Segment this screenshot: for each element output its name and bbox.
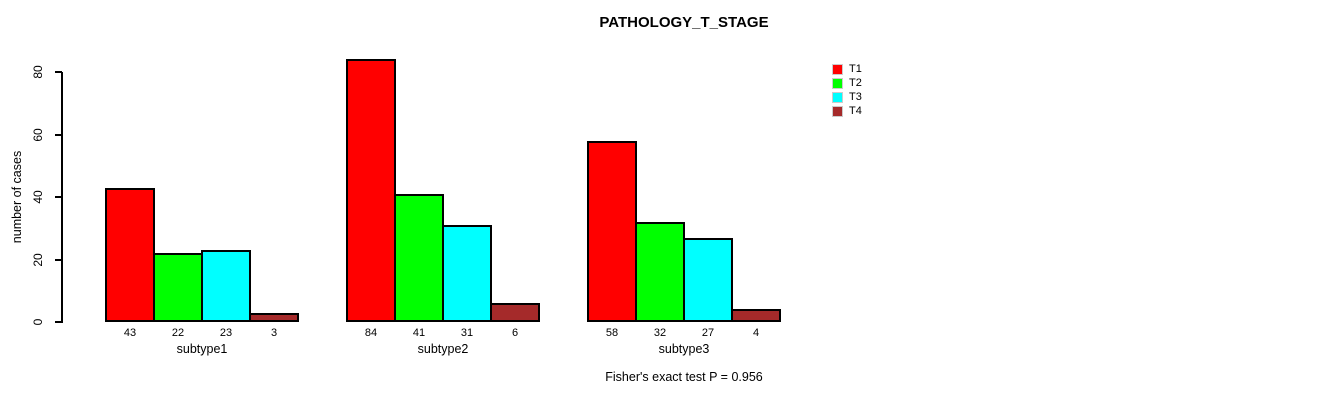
bar-value-label: 41 — [412, 327, 426, 339]
y-tick-mark — [55, 71, 62, 73]
bar-t2-subtype1 — [153, 253, 203, 322]
y-axis-label: number of cases — [10, 150, 24, 244]
legend-item-t4: T4 — [832, 106, 862, 117]
y-tick-label: 80 — [31, 65, 45, 79]
bar-t4-subtype3 — [731, 309, 781, 322]
bar-t4-subtype2 — [490, 303, 540, 322]
y-tick-mark — [55, 133, 62, 136]
legend-label: T1 — [849, 63, 862, 75]
y-tick-mark — [55, 321, 62, 323]
legend-swatch-t4 — [832, 106, 843, 117]
legend-item-t2: T2 — [832, 78, 862, 89]
bar-value-label: 31 — [460, 327, 474, 339]
bar-value-label: 84 — [364, 327, 378, 339]
bar-value-label: 4 — [752, 327, 760, 339]
category-label-subtype3: subtype3 — [658, 342, 710, 356]
y-tick-mark — [55, 258, 62, 261]
stat-test-annotation: Fisher's exact test P = 0.956 — [605, 370, 763, 384]
bar-value-label: 3 — [270, 327, 278, 339]
category-label-subtype1: subtype1 — [176, 342, 228, 356]
bar-t3-subtype2 — [442, 225, 492, 322]
y-tick-label: 60 — [31, 127, 45, 142]
legend-item-t3: T3 — [832, 92, 862, 103]
legend-swatch-t3 — [832, 92, 843, 103]
legend-label: T3 — [849, 91, 862, 103]
y-tick-mark — [55, 196, 62, 198]
legend-label: T2 — [849, 77, 862, 89]
bar-t4-subtype1 — [249, 313, 299, 322]
bar-value-label: 43 — [123, 327, 137, 339]
bar-t2-subtype2 — [394, 194, 444, 322]
bar-value-label: 32 — [653, 327, 667, 339]
bar-value-label: 27 — [701, 327, 715, 339]
bar-value-label: 6 — [511, 327, 519, 339]
bar-t2-subtype3 — [635, 222, 685, 322]
bar-t1-subtype2 — [346, 59, 396, 322]
category-label-subtype2: subtype2 — [417, 342, 469, 356]
y-axis-line — [61, 72, 63, 323]
bar-value-label: 22 — [171, 327, 185, 339]
y-tick-label: 0 — [31, 318, 45, 326]
bar-t3-subtype3 — [683, 238, 733, 322]
legend-swatch-t2 — [832, 78, 843, 89]
legend-item-t1: T1 — [832, 64, 862, 75]
legend-swatch-t1 — [832, 64, 843, 75]
bar-value-label: 23 — [219, 327, 233, 339]
y-tick-label: 40 — [31, 190, 45, 204]
bar-t1-subtype3 — [587, 141, 637, 322]
bar-t1-subtype1 — [105, 188, 155, 322]
bar-t3-subtype1 — [201, 250, 251, 322]
y-tick-label: 20 — [31, 252, 45, 267]
legend: T1 T2 T3 T4 — [832, 64, 862, 117]
chart-title: PATHOLOGY_T_STAGE — [599, 14, 769, 31]
bar-value-label: 58 — [605, 327, 619, 339]
legend-label: T4 — [849, 105, 862, 117]
